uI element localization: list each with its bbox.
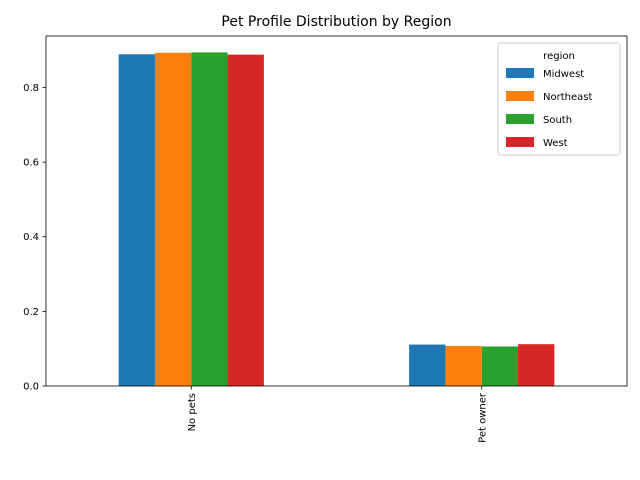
bar-midwest-1: [118, 54, 155, 386]
bar-northeast-1: [154, 52, 192, 386]
legend-label-south: South: [543, 115, 572, 126]
y-tick-label: 0.6: [23, 158, 39, 169]
y-tick-label: 0.2: [23, 307, 39, 318]
y-tick-label: 0.4: [23, 232, 39, 243]
legend-label-midwest: Midwest: [543, 69, 584, 80]
y-tick-label: 0.0: [23, 382, 39, 393]
legend-swatch-northeast: [506, 91, 534, 101]
legend-swatch-west: [506, 137, 534, 147]
bar-northeast-2: [445, 346, 482, 386]
legend-label-northeast: Northeast: [543, 92, 592, 103]
plot-frame: [45, 35, 628, 387]
bar-west-1: [227, 54, 264, 386]
x-tick-label: No pets: [187, 393, 198, 431]
bar-midwest-2: [409, 344, 446, 386]
bar-south-1: [191, 52, 228, 387]
legend-swatch-midwest: [506, 68, 534, 78]
bar-south-2: [481, 346, 519, 386]
bar-west-2: [518, 344, 555, 386]
bars-layer: [118, 52, 555, 387]
y-tick-label: 0.8: [23, 83, 39, 94]
chart-title: Pet Profile Distribution by Region: [221, 14, 451, 30]
x-tick-label: Pet owner: [477, 392, 488, 443]
legend-title: region: [543, 51, 575, 62]
legend: region Midwest Northeast South West: [497, 42, 621, 156]
legend-label-west: West: [543, 138, 568, 149]
legend-swatch-south: [506, 114, 534, 124]
axes-layer: 0.0 0.2 0.4 0.6 0.8 No pets Pet owner: [23, 35, 628, 443]
